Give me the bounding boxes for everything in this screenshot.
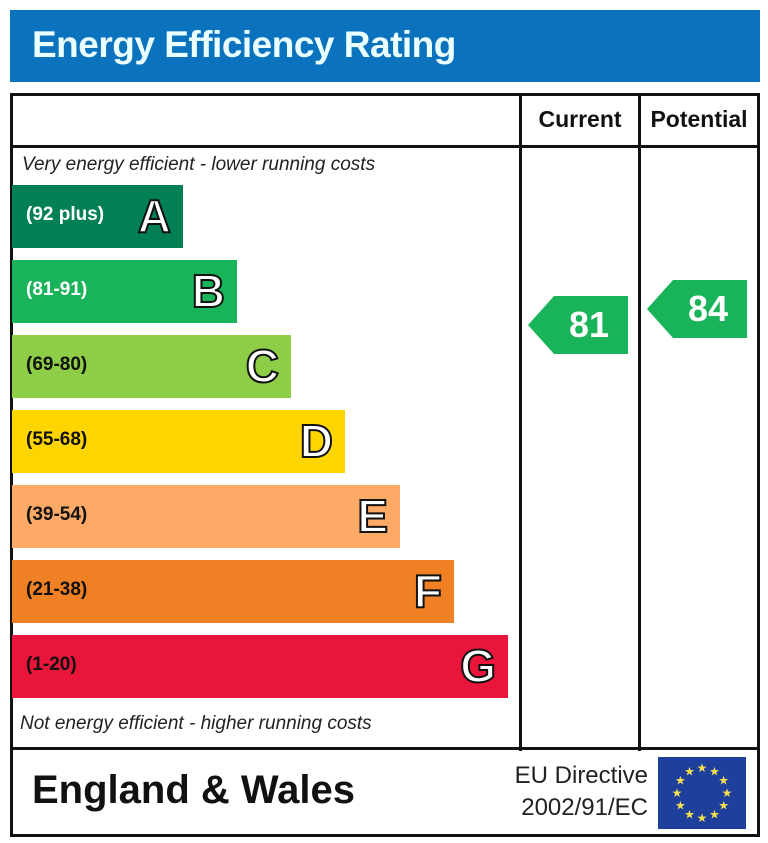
current-header: Current (538, 106, 622, 132)
star-icon: ★ (718, 799, 729, 813)
band-bar-a: (92 plus) A (12, 185, 183, 248)
band-letter: C (245, 339, 280, 393)
rating-table (10, 93, 760, 837)
band-range: (1-20) (26, 654, 77, 675)
band-bar-b: (81-91) B (12, 260, 237, 323)
eu-flag-icon: ★ ★ ★ ★ ★ ★ ★ ★ ★ ★ ★ ★ (658, 757, 746, 829)
star-icon: ★ (684, 764, 695, 778)
potential-header: Potential (650, 106, 748, 132)
star-icon: ★ (718, 774, 729, 788)
band-bar-c: (69-80) C (12, 335, 291, 398)
band-bar-f: (21-38) F (12, 560, 454, 623)
divider (519, 93, 522, 751)
potential-rating-arrow: 84 (647, 280, 747, 339)
star-icon: ★ (675, 799, 686, 813)
star-icon: ★ (709, 764, 720, 778)
band-letter: A (137, 189, 172, 243)
chart-title: Energy Efficiency Rating (32, 24, 456, 65)
directive-line1: EU Directive (514, 762, 648, 789)
band-range: (21-38) (26, 579, 88, 600)
band-range: (81-91) (26, 279, 88, 300)
star-icon: ★ (697, 811, 708, 825)
divider (638, 93, 641, 751)
star-icon: ★ (672, 786, 683, 800)
band-letter: F (413, 564, 443, 618)
band-range: (92 plus) (26, 204, 105, 225)
top-note: Very energy efficient - lower running co… (22, 154, 376, 175)
divider (10, 145, 760, 148)
divider (10, 747, 760, 750)
band-letter: G (459, 639, 497, 693)
directive-label: EU Directive 2002/91/EC (500, 760, 648, 824)
band-letter: B (191, 264, 226, 318)
current-rating-arrow: 81 (528, 296, 628, 355)
band-range: (39-54) (26, 504, 88, 525)
band-letter: D (299, 414, 334, 468)
star-icon: ★ (675, 774, 686, 788)
star-icon: ★ (709, 808, 720, 822)
band-range: (55-68) (26, 429, 88, 450)
bottom-note: Not energy efficient - higher running co… (20, 713, 372, 734)
star-icon: ★ (684, 808, 695, 822)
band-bar-d: (55-68) D (12, 410, 345, 473)
region-label: England & Wales (32, 768, 356, 812)
title-banner: Energy Efficiency Rating (10, 10, 760, 82)
band-bar-e: (39-54) E (12, 485, 400, 548)
directive-line2: 2002/91/EC (521, 794, 648, 821)
star-icon: ★ (697, 761, 708, 775)
star-icon: ★ (722, 786, 733, 800)
band-range: (69-80) (26, 354, 88, 375)
potential-rating-value: 84 (687, 288, 729, 330)
band-letter: E (356, 489, 389, 543)
band-bar-g: (1-20) G (12, 635, 508, 698)
current-rating-value: 81 (568, 304, 610, 346)
